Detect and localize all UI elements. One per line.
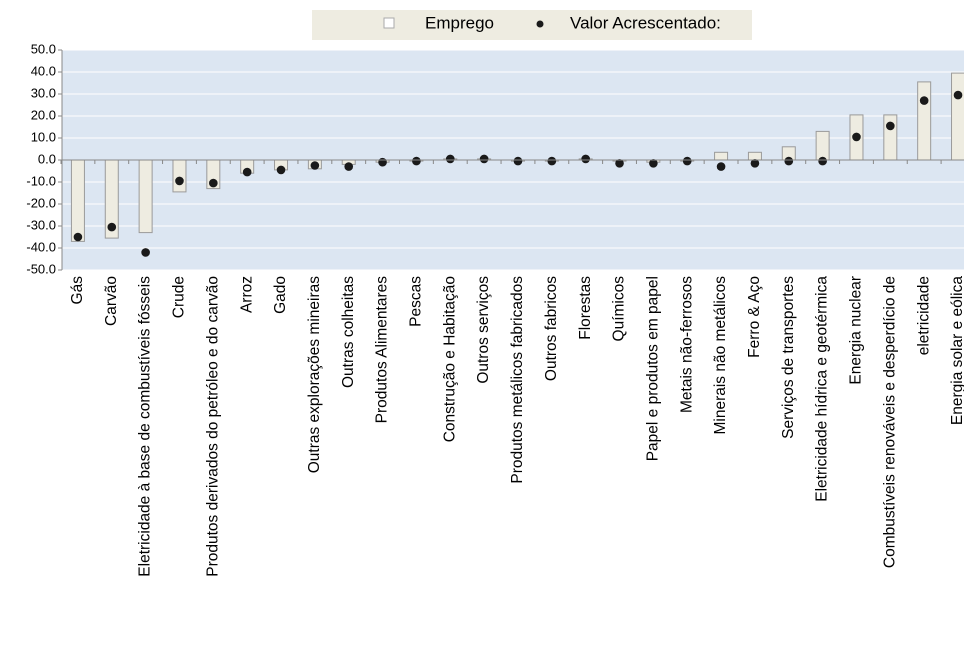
dot	[953, 90, 963, 100]
dot	[886, 121, 895, 131]
y-tick-label: 40.0	[31, 63, 56, 78]
legend-label: Valor Acrescentado:	[570, 13, 721, 32]
x-tick-label: Serviços de transportes	[780, 276, 797, 439]
x-tick-label: Carvão	[103, 276, 120, 326]
x-tick-label: Minerais não metálicos	[712, 276, 729, 435]
y-tick-label: 50.0	[31, 41, 56, 56]
dot	[141, 248, 150, 257]
x-tick-label: Gado	[272, 276, 289, 314]
dot	[107, 222, 117, 232]
dot	[818, 156, 827, 166]
x-tick-label: Outros serviços	[475, 276, 492, 384]
dot	[852, 132, 861, 142]
x-tick-label: Químicos	[611, 276, 628, 342]
dot	[209, 178, 218, 188]
legend-swatch	[383, 17, 395, 29]
bar	[815, 130, 830, 161]
x-tick-label: Florestas	[577, 276, 594, 340]
dot	[547, 156, 557, 166]
dot	[378, 157, 387, 167]
x-tick-label: Outros fabricos	[543, 276, 560, 381]
x-tick-label: Eletricidade hídrica e geotérmica	[814, 276, 831, 502]
y-tick-label: 10.0	[31, 129, 56, 144]
dot	[310, 161, 320, 170]
dot	[581, 154, 590, 164]
x-tick-label: Outras colheitas	[340, 276, 357, 388]
x-tick-label: Eletricidade à base de combustíveis fóss…	[137, 276, 154, 577]
dot	[73, 232, 83, 242]
x-tick-label: Metais não-ferrosos	[678, 276, 695, 413]
x-tick-label: Papel e produtos em papel	[644, 276, 661, 461]
dot	[615, 159, 624, 168]
y-tick-label: -20.0	[26, 195, 56, 210]
dot	[919, 96, 929, 105]
x-tick-label: Produtos derivados do petróleo e do carv…	[204, 276, 221, 577]
dot	[716, 162, 726, 171]
dot	[412, 156, 421, 166]
y-tick-label: 20.0	[31, 107, 56, 122]
dot	[344, 162, 354, 171]
dot	[649, 159, 658, 168]
x-tick-label: Arroz	[238, 276, 255, 313]
dot	[513, 156, 523, 166]
x-tick-label: Ferro & Aço	[746, 276, 763, 358]
bar	[70, 159, 85, 242]
x-tick-label: Energia solar e eólica	[949, 276, 964, 425]
x-tick-label: Pescas	[408, 276, 425, 327]
y-tick-label: -50.0	[26, 261, 56, 276]
dot	[479, 154, 489, 164]
dot	[750, 159, 760, 168]
y-tick-label: 30.0	[31, 85, 56, 100]
x-tick-label: Crude	[171, 276, 188, 318]
y-tick-label: -40.0	[26, 239, 56, 254]
x-tick-label: Gás	[69, 276, 86, 305]
x-tick-label: Outras explorações mineiras	[306, 276, 323, 474]
x-tick-label: Energia nuclear	[848, 276, 865, 385]
bar	[138, 159, 153, 234]
y-tick-label: -30.0	[26, 217, 56, 232]
x-tick-label: Construção e Habitação	[441, 276, 458, 442]
y-tick-label: -10.0	[26, 173, 56, 188]
dot	[175, 176, 184, 186]
bar	[747, 151, 762, 161]
dot	[682, 156, 692, 166]
legend-swatch	[536, 20, 544, 28]
bar	[714, 151, 729, 161]
dot	[445, 154, 455, 164]
bar	[951, 72, 964, 161]
bar	[172, 159, 187, 193]
x-tick-label: eletricidade	[915, 276, 932, 355]
bar	[917, 81, 932, 161]
x-tick-label: Produtos Alimentares	[374, 276, 391, 424]
x-tick-label: Produtos metálicos fabricados	[509, 276, 526, 484]
x-tick-label: Combustíveis renováveis e desperdício de	[881, 276, 898, 568]
dot	[784, 156, 794, 166]
dot	[276, 165, 286, 175]
y-tick-label: 0.0	[38, 151, 56, 166]
dot	[242, 167, 252, 177]
legend-label: Emprego	[425, 13, 494, 32]
